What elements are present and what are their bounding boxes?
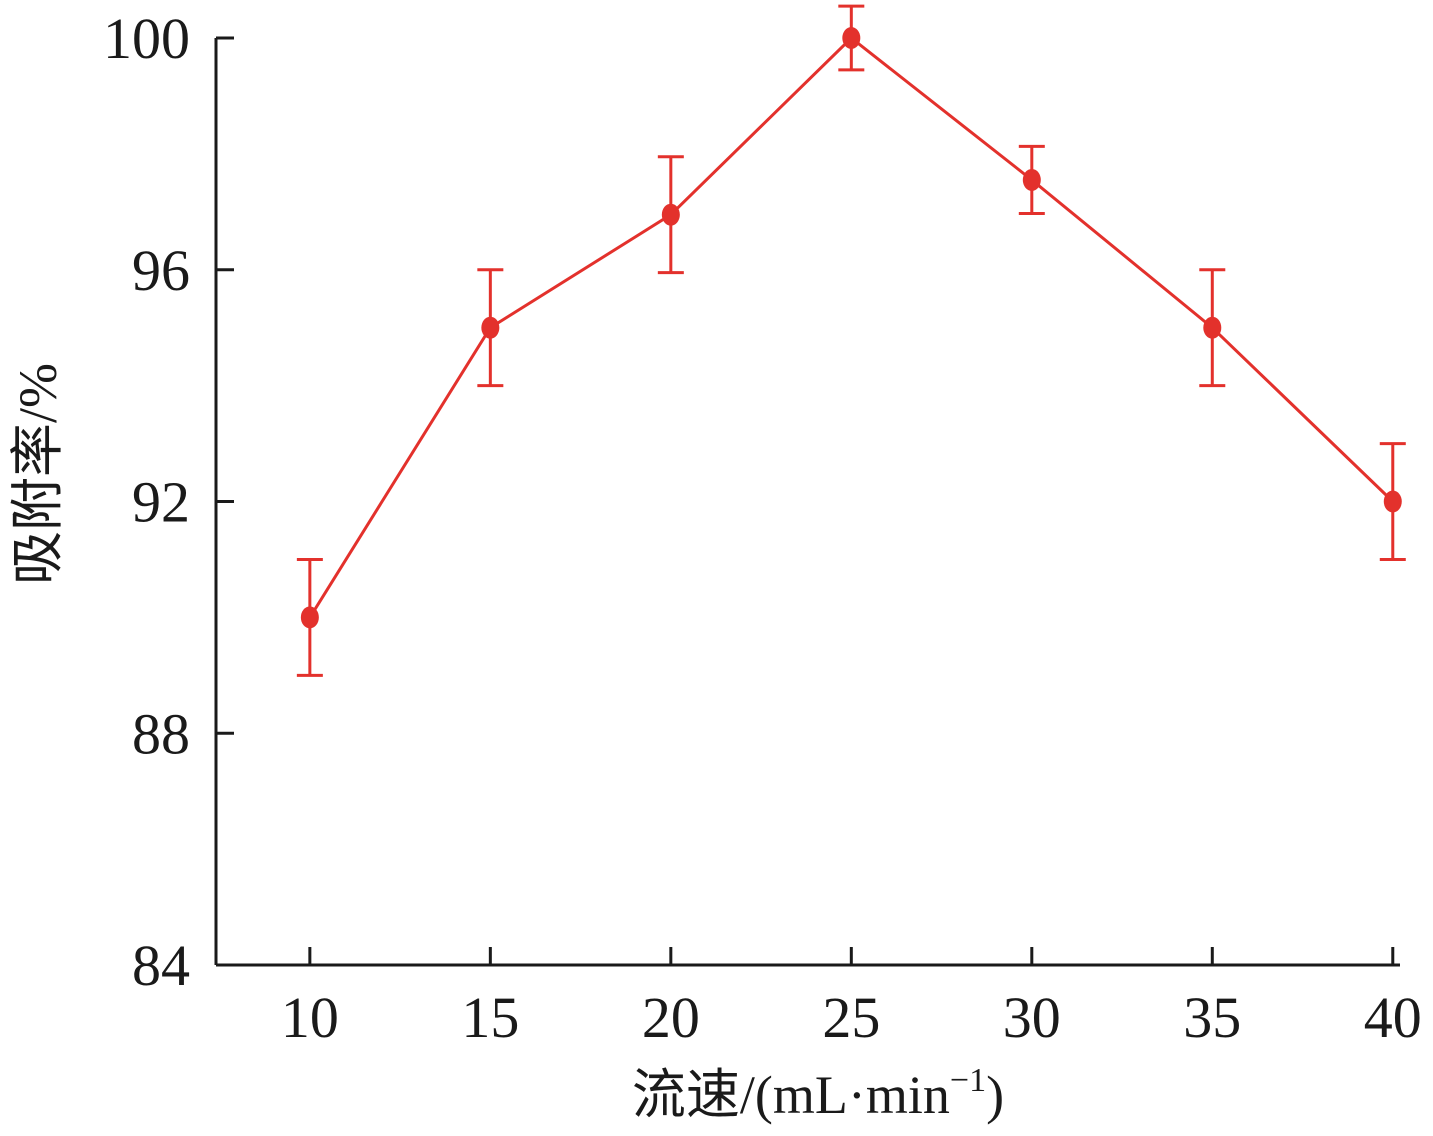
y-tick-label: 92	[132, 470, 190, 535]
data-point	[842, 27, 861, 49]
x-tick-label: 10	[281, 985, 339, 1050]
data-point	[300, 606, 319, 629]
axes	[214, 38, 1400, 967]
x-axis-label: 流速/(mL·min−1)	[632, 1062, 1004, 1125]
series-line	[308, 36, 1394, 619]
y-axis-label: 吸附率/%	[8, 363, 68, 585]
x-axis-label-main: 流速/(mL·min	[632, 1065, 950, 1125]
y-ticks: 84 88 92 96 100	[103, 6, 234, 998]
x-tick-label: 35	[1183, 985, 1241, 1050]
y-tick-label: 88	[132, 701, 190, 766]
x-axis-label-superscript: −1	[950, 1062, 986, 1099]
x-tick-label: 25	[822, 985, 880, 1050]
x-axis-label-close: )	[986, 1065, 1004, 1125]
series-lines	[308, 36, 1394, 619]
y-tick-label: 100	[103, 6, 190, 71]
x-tick-label: 30	[1003, 985, 1061, 1050]
data-points	[300, 27, 1402, 629]
data-point	[481, 316, 500, 339]
x-ticks: 10 15 20 25 30 35 40	[281, 947, 1422, 1050]
x-tick-label: 40	[1364, 985, 1422, 1050]
data-point	[1203, 316, 1222, 339]
y-tick-label: 96	[132, 238, 190, 303]
data-point	[1022, 168, 1041, 191]
x-tick-label: 15	[461, 985, 519, 1050]
data-point	[1383, 490, 1402, 513]
data-point	[661, 203, 680, 226]
x-tick-label: 20	[642, 985, 700, 1050]
error-bars	[296, 4, 1406, 677]
y-tick-label: 84	[132, 933, 190, 998]
